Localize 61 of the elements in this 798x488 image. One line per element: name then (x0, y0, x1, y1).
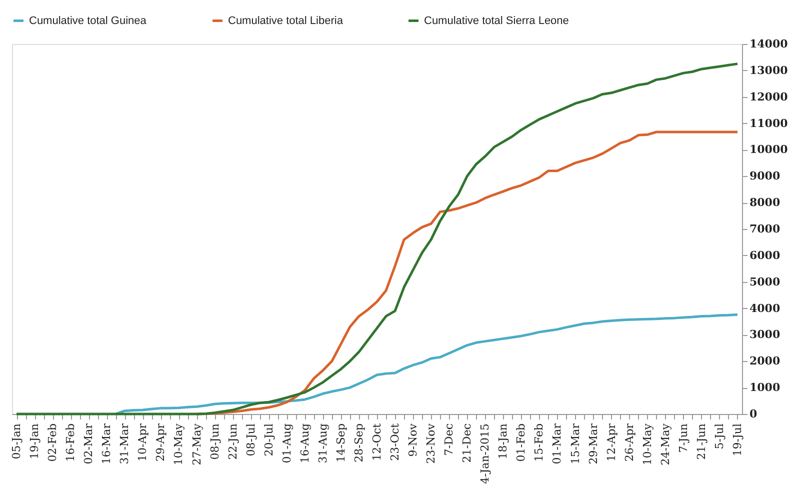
x-tick-label: 01-Feb (514, 424, 528, 462)
x-tick-label: 31-Aug (316, 424, 330, 464)
line-series (15, 62, 739, 416)
legend-label: Cumulative total Guinea (29, 14, 148, 27)
x-tick-label: 05-Jan (10, 424, 24, 460)
x-tick-label: 10-May (172, 422, 186, 466)
x-tick-label: 7-Jun (676, 424, 690, 453)
y-tick-label: 13000 (750, 64, 788, 77)
x-tick-label: 31-Mar (118, 422, 132, 464)
y-tick-label: 12000 (750, 90, 788, 104)
line-series (114, 313, 739, 416)
x-tick-label: 16-Aug (298, 424, 312, 464)
y-tick-label: 0 (750, 408, 758, 420)
x-tick-label: 21-Jun (694, 424, 708, 460)
legend-label: Cumulative total Liberia (228, 14, 344, 27)
x-tick-label: 22-Jun (226, 424, 240, 460)
x-tick-label: 28-Sep (352, 424, 366, 462)
x-tick-label: 29-Apr (154, 422, 168, 462)
x-tick-label: 01-Mar (550, 422, 564, 464)
x-tick-label: 15-Mar (568, 422, 582, 464)
x-tick-label: 7-Dec (442, 424, 456, 456)
y-tick-label: 9000 (750, 170, 780, 183)
x-tick-label: 02-Feb (46, 424, 60, 462)
x-tick-label: 26-Apr (622, 422, 636, 462)
x-tick-label: 23-Nov (424, 422, 438, 464)
x-tick-label: 24-May (658, 422, 672, 466)
x-tick-label: 01-Aug (280, 424, 294, 464)
y-tick-label: 3000 (750, 328, 780, 342)
y-tick-label: 11000 (750, 116, 788, 130)
x-tick-label: 18-Jan (496, 424, 510, 460)
x-tick-label: 19-Jul (730, 423, 744, 456)
x-tick-label: 08-Jun (208, 424, 222, 460)
y-tick-label: 8000 (750, 196, 780, 210)
x-tick-label: 16-Feb (64, 424, 78, 462)
y-tick-label: 7000 (750, 222, 780, 236)
x-tick-label: 19-Jan (28, 424, 42, 460)
x-tick-label: 10-Apr (136, 422, 150, 462)
legend-label: Cumulative total Sierra Leone (424, 14, 569, 27)
x-tick-label: 16-Mar (100, 422, 114, 464)
x-tick-label: 5-Jul (712, 423, 726, 450)
x-tick-label: 4-Jan-2015 (478, 424, 492, 484)
x-tick-label: 21-Dec (460, 424, 474, 463)
x-tick-label: 15-Feb (532, 424, 546, 462)
x-tick-label: 12-Apr (604, 422, 618, 462)
y-tick-label: 10000 (750, 143, 788, 156)
y-tick-label: 5000 (750, 275, 780, 288)
y-tick-label: 4000 (750, 302, 780, 315)
x-tick-label: 23-Oct (388, 422, 402, 461)
x-tick-label: 02-Mar (82, 422, 96, 464)
x-tick-label: 27-May (190, 422, 204, 466)
y-tick-label: 14000 (750, 38, 788, 50)
x-tick-label: 9-Nov (406, 422, 420, 457)
x-tick-label: 14-Sep (334, 424, 348, 462)
x-tick-label: 20-Jul (262, 423, 276, 456)
x-tick-label: 12-Oct (370, 422, 384, 461)
y-tick-label: 2000 (750, 354, 780, 368)
x-tick-label: 08-Jul (244, 423, 258, 456)
x-tick-label: 10-May (640, 422, 654, 466)
x-tick-label: 29-Mar (586, 422, 600, 464)
y-tick-label: 1000 (750, 381, 780, 394)
y-tick-label: 6000 (750, 248, 780, 262)
